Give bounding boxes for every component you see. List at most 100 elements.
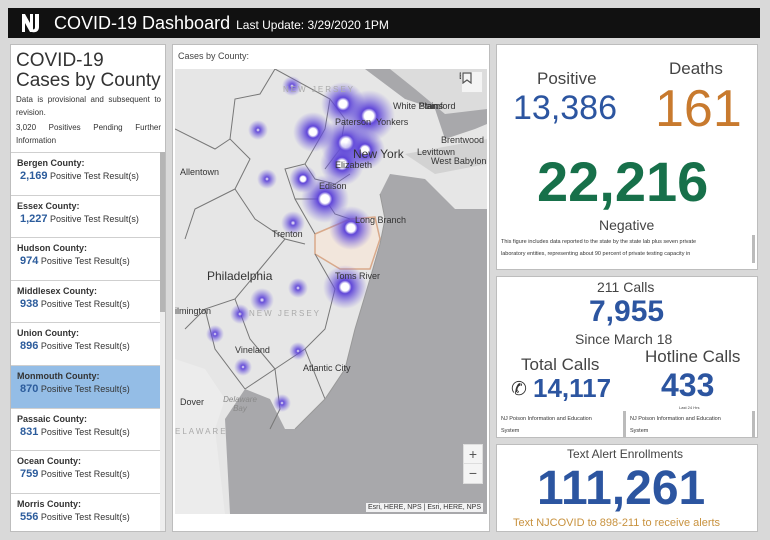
map-label-trenton: Trenton [272, 229, 303, 239]
scrollbar-thumb[interactable] [160, 152, 165, 312]
total-calls-source: NJ Poison Information and Education Syst… [501, 413, 619, 437]
hotline-source: NJ Poison Information and Education Syst… [630, 413, 748, 437]
county-value: 831 [20, 425, 39, 438]
map-label-philadelphia: Philadelphia [207, 269, 273, 283]
map-label-stamford: Stamford [419, 101, 456, 111]
since-label: Since March 18 [575, 331, 673, 347]
hotspot-union [320, 142, 364, 186]
map-label-long-branch: Long Branch [355, 215, 407, 225]
hotspot-middlesex [301, 175, 349, 223]
total-calls-source-line2: System [501, 428, 520, 434]
map-label-paterson: Paterson [335, 117, 372, 127]
county-value: 2,169 [20, 170, 48, 182]
county-name: Passaic County: [17, 413, 88, 424]
positive-label: Positive [537, 69, 597, 88]
county-name: Bergen County: [17, 158, 85, 168]
county-suffix: Positive Test Result(s) [40, 383, 130, 394]
hotline-scrollbar[interactable] [752, 411, 755, 437]
positive-deaths-negative-card: Positive 13,386 Deaths 161 22,216 Negati… [496, 44, 758, 270]
hotspot-cumberland [234, 358, 252, 376]
hotspot-burlington [288, 278, 308, 298]
county-name: Ocean County: [17, 456, 82, 467]
county-list-panel: COVID-19 Cases by County Data is provisi… [10, 44, 166, 532]
map-label-atlantic-city: Atlantic City [303, 363, 351, 373]
negative-footnote: This figure includes data reported to th… [501, 236, 749, 260]
county-item-morris[interactable]: Morris County: 556 Positive Test Result(… [11, 492, 163, 531]
positive-value: 13,386 [513, 89, 617, 127]
map-label-delaware-bay: Delaware Bay [223, 395, 257, 413]
county-suffix: Positive Test Result(s) [40, 511, 130, 522]
map-label-new-york: New York [353, 147, 404, 161]
county-value: 1,227 [20, 212, 48, 225]
county-value: 870 [20, 382, 39, 395]
county-name: Union County: [17, 328, 79, 339]
negative-footnote-line2: laboratory entities, representing about … [501, 251, 691, 257]
county-suffix: Positive Test Result(s) [40, 298, 130, 309]
county-value: 556 [20, 510, 39, 523]
footnote-scrollbar[interactable] [752, 235, 755, 263]
dashboard-title: COVID-19 Dashboard [54, 12, 231, 33]
county-name: Middlesex County: [17, 285, 98, 296]
map-canvas[interactable]: NEW JERSEY White Plains Stamford Paterso… [175, 69, 487, 514]
zoom-out-button[interactable]: − [468, 465, 478, 481]
map-label-new-jersey-top: NEW JERSEY [283, 85, 356, 94]
last-update: Last Update: 3/29/2020 1PM [236, 18, 389, 32]
county-value: 938 [20, 297, 39, 310]
panel-title-line1: COVID-19 [16, 50, 104, 71]
phone-icon: ✆ [511, 379, 527, 400]
hotspot-sussex [282, 76, 302, 96]
bookmark-button[interactable] [461, 71, 483, 93]
map-title: Cases by County: [178, 51, 250, 61]
hotspot-warren [248, 120, 268, 140]
county-item-ocean[interactable]: Ocean County: 759 Positive Test Result(s… [11, 450, 163, 493]
hotspot-atlantic [289, 342, 307, 360]
map-panel: Cases by County: [172, 44, 490, 532]
map-label-yonkers: Yonkers [376, 117, 409, 127]
zoom-in-button[interactable]: + [464, 445, 482, 464]
county-item-hudson[interactable]: Hudson County: 974 Positive Test Result(… [11, 237, 163, 280]
text-alert-card: Text Alert Enrollments 111,261 Text NJCO… [496, 444, 758, 532]
county-item-middlesex[interactable]: Middlesex County: 938 Positive Test Resu… [11, 279, 163, 323]
map-label-dover: Dover [180, 397, 205, 407]
hotspot-salem [206, 325, 224, 343]
county-item-passaic[interactable]: Passaic County: 831 Positive Test Result… [11, 407, 163, 451]
map-basemap [175, 69, 487, 514]
panel-title-line2: Cases by County [16, 70, 161, 91]
provisional-note: Data is provisional and subsequent to re… [16, 95, 161, 117]
total-calls-scrollbar[interactable] [623, 411, 626, 437]
nj-logo-icon [20, 12, 44, 34]
county-item-union[interactable]: Union County: 896 Positive Test Result(s… [11, 322, 163, 365]
hotline-sub: Last 24 Hrs [679, 405, 700, 410]
hotline-label: Hotline Calls [645, 347, 741, 366]
hotline-source-line2: System [630, 428, 649, 434]
county-item-essex[interactable]: Essex County: 1,227 Positive Test Result… [11, 194, 163, 238]
map-label-levittown: Levittown [417, 147, 456, 157]
county-suffix: Positive Test Result(s) [50, 171, 139, 181]
map-label-allentown: Allentown [180, 167, 220, 177]
county-value: 896 [20, 340, 39, 353]
county-list-scrollbar[interactable] [160, 152, 165, 531]
hotline-value: 433 [661, 367, 715, 403]
dashboard-header: COVID-19 Dashboard Last Update: 3/29/202… [8, 8, 760, 38]
county-list: Bergen County: 2,169 Positive Test Resul… [11, 152, 163, 531]
bookmark-icon [462, 72, 472, 84]
map-label-elizabeth: Elizabeth [335, 160, 373, 170]
hotspot-cape-may [273, 394, 291, 412]
map-label-toms-river: Toms River [335, 271, 381, 281]
map-label-delaware: ELAWARE [175, 427, 228, 436]
map-zoom-control: + − [463, 444, 483, 484]
deaths-label: Deaths [669, 59, 723, 78]
total-calls-label: Total Calls [521, 355, 600, 374]
county-suffix: Positive Test Result(s) [40, 256, 130, 267]
county-item-bergen[interactable]: Bergen County: 2,169 Positive Test Resul… [11, 152, 163, 195]
hotspot-gloucester [230, 304, 250, 324]
calls-211-value: 7,955 [589, 295, 665, 328]
map-label-brentwood: Brentwood [441, 135, 485, 145]
map-label-west-babylon: West Babylon [431, 156, 487, 166]
county-suffix: Positive Test Result(s) [40, 426, 130, 437]
calls-211-label: 211 Calls [597, 279, 655, 295]
hotspot-mercer [281, 211, 305, 235]
pending-note: 3,020 Positives Pending Further Informat… [16, 123, 161, 145]
county-item-monmouth[interactable]: Monmouth County: 870 Positive Test Resul… [11, 364, 163, 408]
negative-footnote-line1: This figure includes data reported to th… [501, 239, 697, 245]
